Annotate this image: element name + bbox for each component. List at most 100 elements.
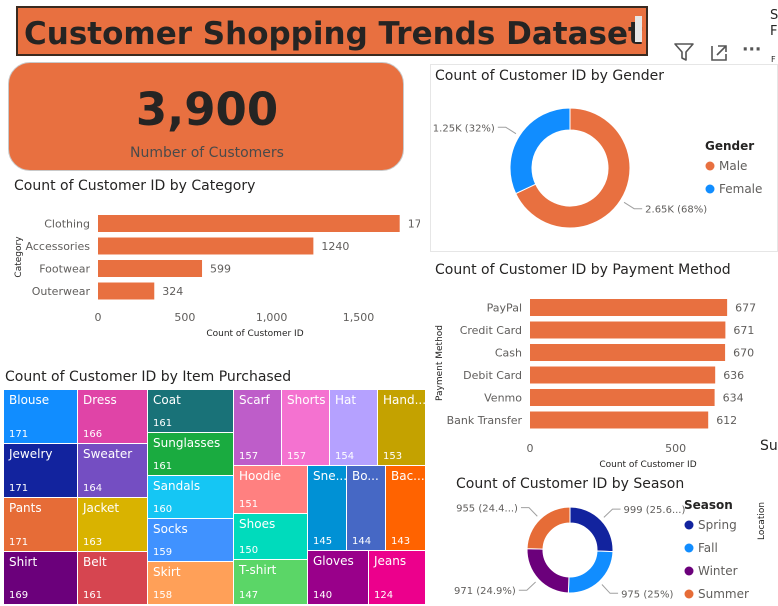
treemap-cell[interactable]: Bo... 144 [347,466,385,550]
treemap-cell[interactable]: Belt 161 [78,552,147,604]
filter-icon[interactable] [672,40,698,64]
treemap-cell-label: Sweater [83,447,133,461]
category-bar-chart[interactable]: Clothing 1737 Accessories 1240 Footwear 599 Ou… [0,200,420,350]
legend-item[interactable]: Spring [698,518,737,532]
bar-data-label: 670 [733,347,754,360]
kpi-card[interactable]: 3,900 Number of Customers [8,62,404,171]
bar[interactable] [530,411,709,429]
treemap-cell-label: Hat [335,393,357,407]
kpi-value: 3,900 [135,83,279,136]
treemap-cell[interactable]: Sweater 164 [78,444,147,497]
bar[interactable] [530,366,716,384]
bar-data-label: 324 [162,285,183,298]
bar[interactable] [530,344,726,361]
bar[interactable] [530,321,726,339]
title-scrollbar[interactable] [635,16,642,42]
treemap-cell[interactable]: Sunglasses 161 [148,433,233,475]
x-axis-title: Count of Customer ID [206,329,303,339]
treemap-cell[interactable]: Blouse 171 [4,390,77,443]
legend-title: Season [684,498,733,512]
bar[interactable] [98,282,155,300]
item-treemap-title: Count of Customer ID by Item Purchased [5,369,292,385]
donut-slice[interactable] [569,506,614,553]
donut-slice[interactable] [526,506,571,550]
treemap-cell-value: 164 [83,483,103,494]
x-tick-label: 500 [174,311,195,324]
legend-marker[interactable] [705,184,715,194]
treemap-cell[interactable]: Socks 159 [148,519,233,561]
bar[interactable] [98,237,314,255]
gender-donut-chart[interactable]: 2.65K (68%) 1.25K (32%) Gender Male Female [431,90,777,250]
leader-line [603,508,621,518]
treemap-cell[interactable]: Scarf 157 [234,390,281,465]
legend-marker[interactable] [684,589,694,599]
treemap-cell[interactable]: Hat 154 [330,390,377,465]
treemap-cell[interactable]: Shirt 169 [4,552,77,604]
category-label: PayPal [487,302,522,315]
legend-marker[interactable] [705,161,715,171]
more-options-icon[interactable]: ··· [742,40,762,60]
treemap-cell[interactable]: Jewelry 171 [4,444,77,497]
legend-item[interactable]: Fall [698,541,718,555]
gender-chart-title: Count of Customer ID by Gender [435,68,664,84]
donut-slice[interactable] [526,548,570,594]
leader-line [520,507,538,517]
x-tick-label: 1,500 [343,311,375,324]
donut-slice[interactable] [567,550,614,594]
bar[interactable] [530,389,715,406]
treemap-cell-label: Socks [153,522,188,536]
treemap-cell-value: 157 [239,451,259,462]
treemap-cell[interactable]: Bac... 143 [386,466,425,550]
legend-marker[interactable] [684,520,694,530]
treemap-cell-label: Bac... [391,469,425,483]
treemap-cell[interactable]: Jeans 124 [369,551,425,604]
clipped-axis-label: Location [757,501,767,540]
legend-marker[interactable] [684,543,694,553]
treemap-cell[interactable]: Pants 171 [4,498,77,551]
legend-title: Gender [705,139,754,153]
legend-item[interactable]: Male [719,159,747,173]
legend-item[interactable]: Female [719,182,762,196]
focus-mode-icon[interactable] [706,40,732,64]
category-label: Accessories [26,240,91,253]
item-treemap[interactable]: Blouse 171 Jewelry 171 Pants 171 Shirt 169 Dress… [4,390,426,605]
treemap-cell-label: Jeans [374,554,407,568]
treemap-cell[interactable]: Shorts 157 [282,390,329,465]
treemap-cell-value: 158 [153,590,173,601]
treemap-cell[interactable]: T-shirt 147 [234,560,307,604]
bar[interactable] [98,260,203,277]
treemap-cell-value: 157 [287,451,307,462]
treemap-cell-value: 171 [9,537,29,548]
treemap-cell[interactable]: Coat 161 [148,390,233,432]
treemap-cell-label: Belt [83,555,107,569]
season-donut-chart[interactable]: 999 (25.6...) 975 (25%) 971 (24.9%) 955 (24… [440,494,750,606]
x-tick-label: 0 [527,442,534,455]
donut-slice[interactable] [509,107,571,195]
treemap-cell-label: Shirt [9,555,38,569]
treemap-cell[interactable]: Skirt 158 [148,562,233,604]
donut-slice[interactable] [515,107,631,229]
treemap-cell-label: Hoodie [239,469,282,483]
slice-data-label: 975 (25%) [621,589,673,600]
legend-item[interactable]: Winter [698,564,738,578]
payment-bar-chart[interactable]: PayPal 677 Credit Card 671 Cash 670 Debit Card… [430,285,760,475]
treemap-cell[interactable]: Gloves 140 [308,551,368,604]
treemap-cell[interactable]: Sne... 145 [308,466,346,550]
bar[interactable] [530,299,728,316]
treemap-cell[interactable]: Sandals 160 [148,476,233,518]
dashboard-title: Customer Shopping Trends Dataset [24,16,643,52]
treemap-cell-value: 151 [239,499,259,510]
payment-chart-title: Count of Customer ID by Payment Method [435,262,731,278]
treemap-cell[interactable]: Shoes 150 [234,514,307,559]
legend-marker[interactable] [684,566,694,576]
treemap-cell[interactable]: Hand... 153 [378,390,425,465]
treemap-cell[interactable]: Hoodie 151 [234,466,307,513]
bar[interactable] [98,215,400,232]
legend-item[interactable]: Summer [698,587,749,601]
treemap-cell[interactable]: Dress 166 [78,390,147,443]
treemap-cell-label: Coat [153,393,181,407]
bar-data-label: 599 [210,263,231,276]
treemap-cell-value: 144 [352,536,372,547]
treemap-cell[interactable]: Jacket 163 [78,498,147,551]
kpi-label: Number of Customers [130,145,284,161]
